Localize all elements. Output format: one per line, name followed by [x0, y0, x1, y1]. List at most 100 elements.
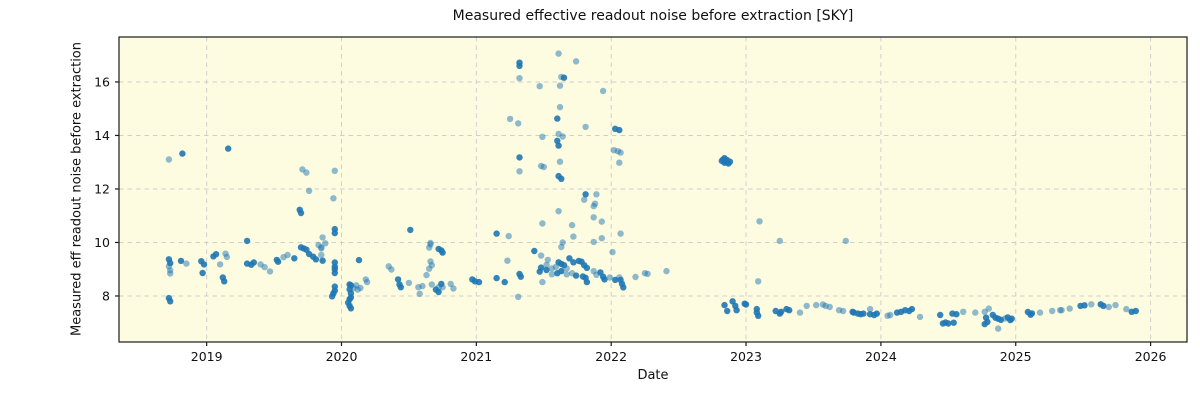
data-point [591, 200, 599, 207]
data-point [501, 278, 508, 286]
data-point [331, 269, 338, 277]
data-point [517, 273, 524, 280]
x-tick-label: 2019 [191, 349, 223, 364]
data-point [945, 320, 952, 327]
data-point [616, 126, 623, 134]
data-point [515, 120, 522, 127]
data-point [617, 149, 624, 156]
data-point [221, 278, 228, 285]
data-point [1081, 302, 1088, 309]
data-point [419, 282, 426, 290]
data-point [813, 301, 820, 309]
data-point [593, 191, 600, 198]
scatter-series-sparse_observations [165, 50, 1130, 332]
data-point [582, 191, 589, 198]
data-point [556, 158, 564, 165]
data-point [200, 261, 208, 268]
data-point [826, 303, 833, 311]
data-point [297, 209, 305, 217]
x-axis-label: Date [637, 368, 669, 383]
data-point [319, 234, 326, 241]
data-point [539, 278, 546, 286]
data-point [598, 235, 605, 242]
data-point [1036, 309, 1044, 316]
data-point [583, 278, 591, 286]
chart-title: Measured effective readout noise before … [452, 8, 854, 24]
data-point [950, 319, 957, 326]
data-point [357, 284, 364, 292]
data-point [786, 307, 793, 314]
data-point [554, 115, 561, 122]
data-point [284, 251, 291, 259]
data-point [960, 308, 967, 315]
data-point [590, 214, 597, 221]
data-point [439, 249, 446, 256]
data-point [593, 271, 600, 278]
data-point [1123, 305, 1130, 313]
data-point [318, 251, 325, 259]
data-point [606, 274, 613, 281]
data-point [755, 312, 762, 319]
data-point [953, 311, 960, 318]
data-point [1001, 315, 1009, 322]
data-point [599, 87, 607, 95]
data-point [199, 269, 206, 277]
data-point [563, 271, 570, 278]
data-point [756, 218, 763, 225]
data-point [842, 237, 849, 245]
data-point [250, 259, 257, 266]
data-point [1066, 305, 1073, 312]
data-point [860, 310, 867, 317]
data-point [558, 267, 565, 275]
x-tick-label: 2026 [1135, 349, 1167, 364]
data-point [416, 290, 423, 297]
data-point [777, 308, 785, 315]
data-point [330, 195, 337, 202]
data-point [1058, 307, 1065, 314]
data-point [583, 264, 591, 272]
data-point [556, 82, 564, 89]
data-point [839, 307, 847, 315]
data-point [887, 311, 894, 319]
data-point [544, 256, 551, 264]
data-point [985, 305, 992, 312]
data-point [558, 73, 565, 81]
data-point [755, 278, 762, 285]
data-point [179, 150, 186, 157]
data-point [616, 274, 623, 281]
data-point [331, 287, 338, 294]
data-point [1008, 315, 1015, 322]
data-point [305, 187, 313, 194]
data-point [937, 311, 944, 319]
data-point [428, 281, 435, 288]
data-point [570, 259, 577, 266]
data-point [616, 159, 623, 166]
data-point [572, 58, 580, 65]
data-point [331, 229, 338, 237]
data-point [568, 221, 576, 229]
data-point [1112, 301, 1119, 309]
y-tick-label: 16 [94, 74, 110, 89]
data-point [537, 252, 545, 259]
data-point [516, 154, 523, 161]
plot-background [119, 37, 1187, 342]
data-point [916, 313, 924, 321]
x-tick-label: 2022 [595, 349, 627, 364]
data-point [516, 62, 523, 70]
data-point [363, 278, 371, 286]
data-point [243, 237, 251, 245]
data-point [873, 310, 880, 317]
data-point [543, 261, 550, 269]
data-point [212, 251, 220, 258]
data-point [167, 298, 174, 305]
data-point [183, 260, 190, 267]
data-point [312, 256, 320, 263]
data-point [733, 307, 740, 314]
data-point [506, 115, 514, 123]
y-tick-label: 14 [94, 128, 110, 143]
data-point [450, 285, 457, 292]
data-point [291, 255, 298, 262]
data-point [388, 266, 395, 273]
